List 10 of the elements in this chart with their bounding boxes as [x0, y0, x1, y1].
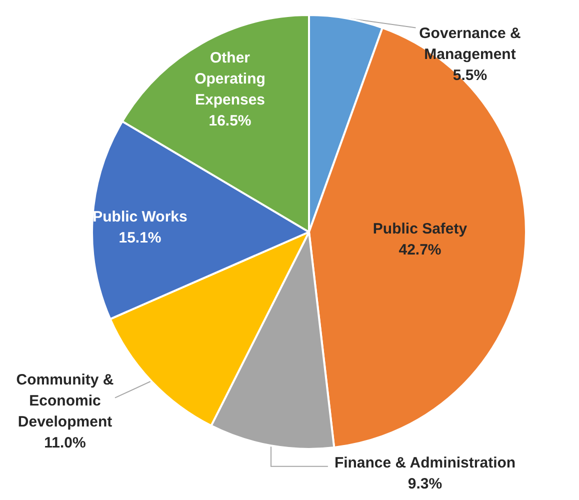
data-label: 11.0%: [44, 434, 86, 452]
slice-label: Other Operating Expenses: [194, 50, 266, 109]
data-label: 16.5%: [208, 112, 252, 130]
data-label: 15.1%: [118, 230, 162, 247]
data-label: 42.7%: [398, 242, 442, 259]
slice-label: Public Works: [92, 208, 188, 226]
slice-label: Public Safety: [372, 220, 468, 238]
slice-label: Finance & Administration: [334, 454, 516, 472]
data-label: 9.3%: [408, 476, 442, 493]
slice-label: Community & Economic Development: [16, 372, 114, 431]
